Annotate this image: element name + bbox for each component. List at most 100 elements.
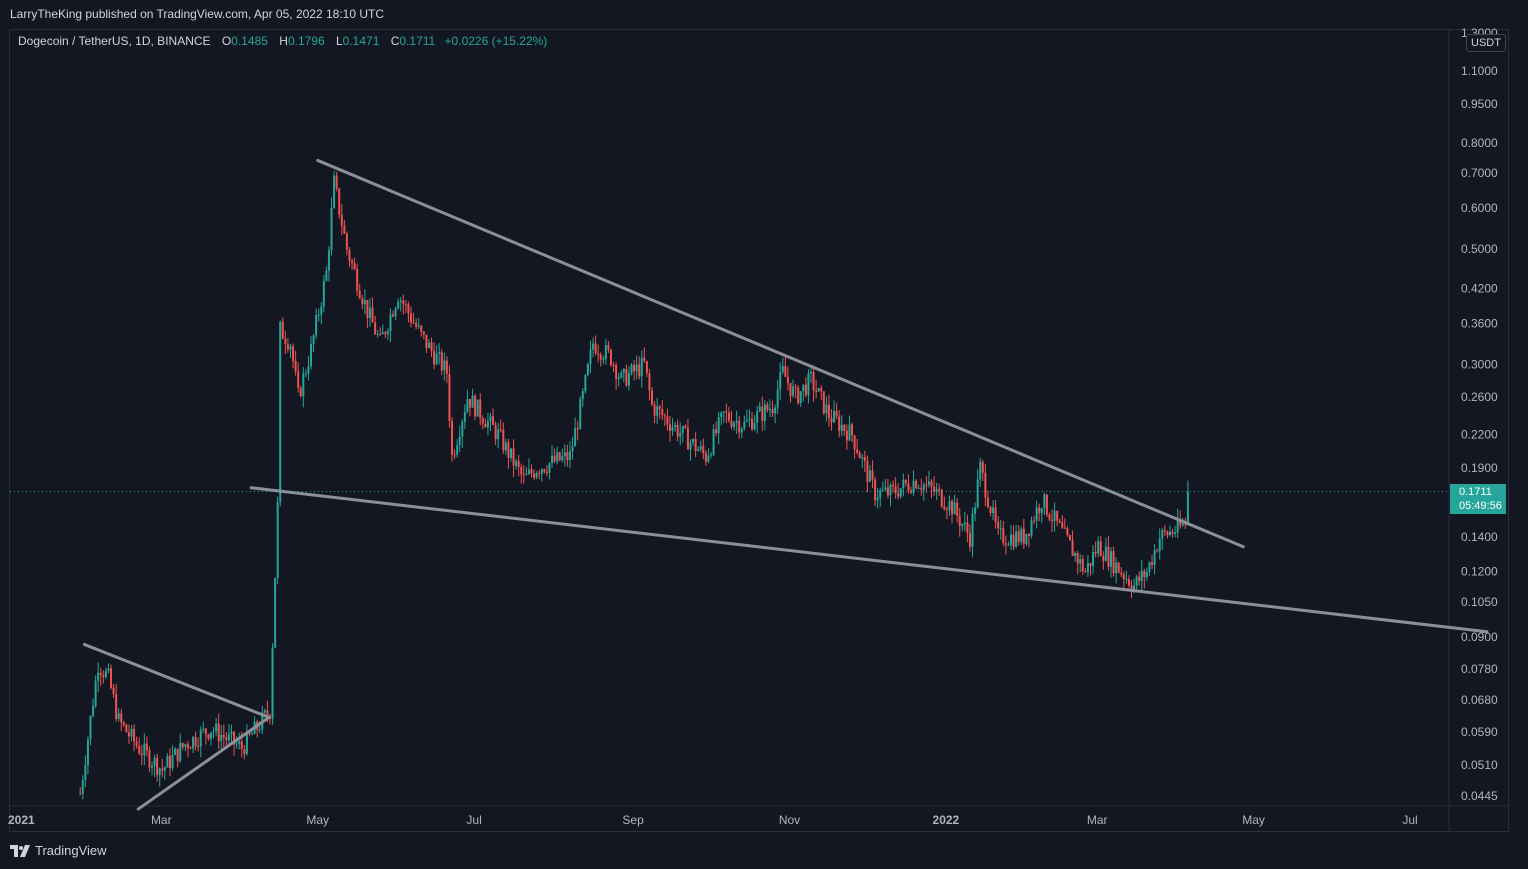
candle bbox=[584, 373, 587, 394]
candle bbox=[402, 294, 405, 315]
candle bbox=[592, 337, 595, 358]
symbol-legend[interactable]: Dogecoin / TetherUS, 1D, BINANCE O0.1485… bbox=[18, 34, 547, 48]
candle bbox=[238, 732, 241, 750]
candle bbox=[627, 366, 630, 391]
candle bbox=[1097, 536, 1100, 558]
price-tick-label: 0.3000 bbox=[1461, 358, 1498, 372]
price-tick-label: 0.0510 bbox=[1461, 758, 1498, 772]
candle bbox=[440, 348, 443, 376]
candle bbox=[630, 362, 633, 376]
candle bbox=[333, 170, 336, 209]
candle bbox=[210, 732, 212, 746]
candle bbox=[943, 496, 946, 511]
trendline[interactable] bbox=[249, 486, 1489, 634]
price-tick-label: 0.1050 bbox=[1461, 595, 1498, 609]
candle bbox=[679, 422, 682, 446]
candle bbox=[681, 425, 684, 443]
candle bbox=[497, 422, 500, 449]
candle bbox=[740, 426, 743, 438]
candle bbox=[356, 263, 359, 296]
candle bbox=[684, 424, 687, 430]
candle bbox=[271, 643, 274, 725]
candle bbox=[948, 495, 951, 517]
candle bbox=[768, 399, 771, 418]
candle bbox=[179, 733, 182, 763]
candle bbox=[566, 444, 569, 467]
candle bbox=[1081, 555, 1084, 575]
candle bbox=[866, 455, 869, 493]
candle bbox=[1163, 524, 1166, 536]
time-tick-label: Jul bbox=[466, 813, 481, 827]
candle bbox=[1038, 503, 1041, 522]
candle bbox=[686, 418, 689, 450]
candle bbox=[117, 708, 120, 722]
price-tick-label: 0.7000 bbox=[1461, 166, 1498, 180]
candle bbox=[879, 487, 882, 507]
candle bbox=[743, 415, 746, 431]
candle bbox=[648, 369, 651, 401]
candle bbox=[568, 441, 571, 469]
candle bbox=[86, 736, 89, 775]
candle bbox=[412, 312, 415, 325]
candle bbox=[466, 389, 469, 414]
trendline[interactable] bbox=[136, 715, 271, 811]
candle bbox=[186, 740, 189, 758]
candle bbox=[312, 333, 315, 353]
candle bbox=[927, 470, 930, 488]
candle bbox=[243, 745, 246, 760]
candle bbox=[953, 494, 956, 515]
candle bbox=[1138, 571, 1141, 586]
candle bbox=[317, 308, 320, 322]
candle bbox=[620, 370, 623, 379]
candle bbox=[148, 746, 151, 772]
candle bbox=[343, 219, 346, 235]
candle bbox=[368, 298, 371, 327]
candle bbox=[404, 300, 407, 314]
candle bbox=[527, 458, 530, 476]
currency-badge[interactable]: USDT bbox=[1466, 34, 1506, 52]
candle bbox=[89, 715, 92, 746]
candle bbox=[94, 675, 97, 709]
candle bbox=[804, 377, 807, 398]
candle bbox=[1176, 508, 1179, 539]
candle bbox=[425, 334, 428, 354]
candle bbox=[212, 727, 215, 739]
price-tick-label: 0.0590 bbox=[1461, 725, 1498, 739]
candle bbox=[835, 402, 838, 420]
candle bbox=[1125, 570, 1128, 584]
candle bbox=[774, 404, 777, 424]
candle bbox=[666, 408, 669, 431]
price-axis[interactable]: 1.30001.10000.95000.80000.70000.60000.50… bbox=[1461, 26, 1498, 803]
candle bbox=[761, 396, 764, 431]
candle bbox=[415, 318, 418, 330]
candle bbox=[1025, 533, 1028, 547]
candle bbox=[445, 356, 448, 384]
candle bbox=[1048, 512, 1051, 522]
candle bbox=[102, 670, 105, 684]
time-axis[interactable]: 2021 Mar May Jul Sep Nov 2022 Mar May Jul bbox=[8, 813, 1418, 827]
trendline[interactable] bbox=[82, 642, 271, 719]
candle bbox=[984, 463, 987, 507]
candle bbox=[807, 369, 810, 404]
tradingview-logo[interactable]: TradingView bbox=[10, 843, 107, 858]
candle bbox=[174, 746, 177, 756]
trendline[interactable] bbox=[316, 158, 1245, 549]
candle bbox=[981, 459, 984, 482]
candle bbox=[976, 469, 979, 509]
candle bbox=[999, 520, 1002, 540]
candle bbox=[1112, 546, 1115, 577]
candle bbox=[1066, 526, 1069, 538]
candle bbox=[622, 368, 625, 383]
candle bbox=[1076, 550, 1079, 575]
candle bbox=[786, 366, 789, 391]
candle bbox=[394, 306, 397, 321]
low-value: 0.1471 bbox=[342, 34, 380, 48]
candle bbox=[735, 410, 738, 435]
candle bbox=[458, 426, 461, 453]
candle bbox=[1120, 566, 1123, 578]
high-value: 0.1796 bbox=[287, 34, 325, 48]
candle bbox=[868, 465, 871, 482]
candle bbox=[917, 484, 920, 490]
candle bbox=[274, 577, 277, 649]
